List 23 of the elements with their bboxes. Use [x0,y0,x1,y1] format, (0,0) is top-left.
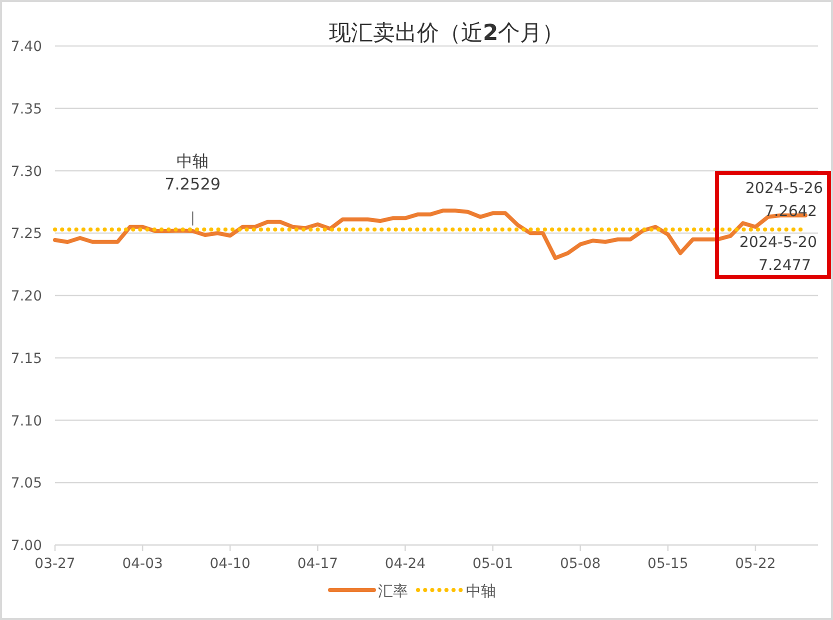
x-tick-label: 04-03 [122,556,163,572]
annotation: 2024-5-20 7.2477 [739,233,817,274]
annotation: 中轴 7.2529 [164,152,221,194]
x-tick-label: 05-22 [735,556,776,572]
y-tick-label: 7.30 [10,164,42,180]
y-tick-label: 7.25 [10,226,42,242]
y-tick-label: 7.10 [10,413,42,430]
legend-label: 汇率 [378,582,408,600]
title: 现汇卖出价（近2个月） [328,21,564,46]
x-tick-label: 05-15 [648,556,688,572]
x-tick-label: 05-08 [560,556,601,572]
legend-label: 中轴 [466,582,496,600]
y-tick-label: 7.20 [10,288,42,304]
x-tick-label: 04-24 [384,556,426,572]
y-tick-label: 7.40 [10,39,42,55]
y-tick-label: 7.35 [10,101,42,118]
x-tick-label: 04-17 [297,556,338,572]
x-tick-label: 03-27 [34,556,76,572]
y-tick-label: 7.05 [10,476,42,492]
x-tick-label: 04-10 [210,556,250,572]
y-tick-label: 7.15 [10,350,42,367]
x-tick-label: 05-01 [472,556,514,572]
y-tick-label: 7.00 [10,538,42,554]
